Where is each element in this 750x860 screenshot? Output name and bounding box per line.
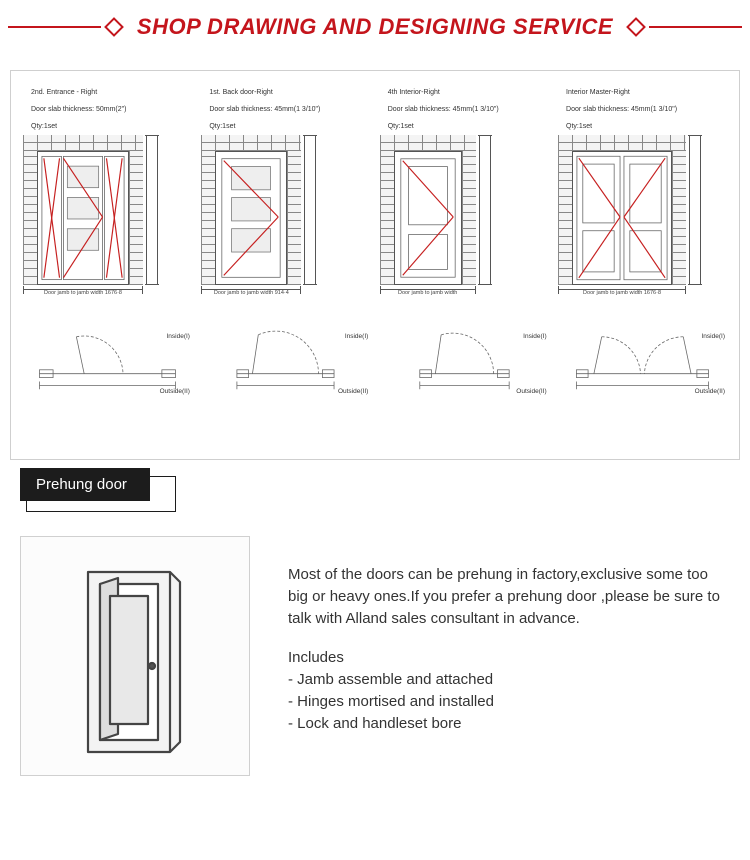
section-tab-label: Prehung door xyxy=(20,468,150,501)
door-sub1: Door slab thickness: 50mm(2") xyxy=(31,106,126,113)
page-header: SHOP DRAWING AND DESIGNING SERVICE xyxy=(0,0,750,50)
door-title: 1st. Back door-Right xyxy=(209,89,272,96)
list-item: Lock and handleset bore xyxy=(288,713,730,735)
list-item: Jamb assemble and attached xyxy=(288,669,730,691)
door-sub1: Door slab thickness: 45mm(1 3/10") xyxy=(209,106,320,113)
door-sub2: Qty:1set xyxy=(388,123,414,130)
door-label: 1st. Back door-Right Door slab thickness… xyxy=(209,81,370,131)
door-plan-1: Inside(I) Outside(II) xyxy=(23,329,192,397)
header-line-left xyxy=(8,26,101,28)
width-dimension: Door jamb to jamb width xyxy=(380,289,476,301)
prehung-section: Most of the doors can be prehung in fact… xyxy=(20,536,730,776)
header-line-right xyxy=(649,26,742,28)
width-dimension: Door jamb to jamb width 1676·8 xyxy=(23,289,143,301)
outside-label: Outside(II) xyxy=(695,388,725,395)
prehung-paragraph: Most of the doors can be prehung in fact… xyxy=(288,564,730,629)
inside-label: Inside(I) xyxy=(166,333,189,340)
door-elevation-1: 2nd. Entrance - Right Door slab thicknes… xyxy=(23,81,192,301)
shop-drawing-frame: 2nd. Entrance - Right Door slab thicknes… xyxy=(10,70,740,460)
inside-label: Inside(I) xyxy=(523,333,546,340)
door-label: Interior Master-Right Door slab thicknes… xyxy=(566,81,727,131)
door-sub2: Qty:1set xyxy=(209,123,235,130)
door-elevation-2: 1st. Back door-Right Door slab thickness… xyxy=(201,81,370,301)
door-title: 4th Interior-Right xyxy=(388,89,440,96)
door-sub2: Qty:1set xyxy=(31,123,57,130)
list-item: Hinges mortised and installed xyxy=(288,691,730,713)
outside-label: Outside(II) xyxy=(516,388,546,395)
width-dimension: Door jamb to jamb width 914·4 xyxy=(201,289,301,301)
door-label: 4th Interior-Right Door slab thickness: … xyxy=(388,81,549,131)
door-elevation-3: 4th Interior-Right Door slab thickness: … xyxy=(380,81,549,301)
includes-list: Jamb assemble and attached Hinges mortis… xyxy=(288,669,730,734)
elevation-row: 2nd. Entrance - Right Door slab thicknes… xyxy=(23,81,727,301)
page-title: SHOP DRAWING AND DESIGNING SERVICE xyxy=(127,14,623,40)
outside-label: Outside(II) xyxy=(160,388,190,395)
width-dimension: Door jamb to jamb width 1676·8 xyxy=(558,289,686,301)
door-plan-4: Inside(I) Outside(II) xyxy=(558,329,727,397)
section-tab: Prehung door xyxy=(20,468,180,514)
door-plan-3: Inside(I) Outside(II) xyxy=(380,329,549,397)
door-sub2: Qty:1set xyxy=(566,123,592,130)
prehung-thumbnail xyxy=(20,536,250,776)
door-title: 2nd. Entrance - Right xyxy=(31,89,97,96)
door-elevation-4: Interior Master-Right Door slab thicknes… xyxy=(558,81,727,301)
door-title: Interior Master-Right xyxy=(566,89,630,96)
door-label: 2nd. Entrance - Right Door slab thicknes… xyxy=(31,81,192,131)
door-plan-2: Inside(I) Outside(II) xyxy=(201,329,370,397)
door-sub1: Door slab thickness: 45mm(1 3/10") xyxy=(388,106,499,113)
includes-heading: Includes xyxy=(288,647,730,669)
prehung-description: Most of the doors can be prehung in fact… xyxy=(288,536,730,776)
diamond-icon xyxy=(626,17,646,37)
door-sub1: Door slab thickness: 45mm(1 3/10") xyxy=(566,106,677,113)
prehung-door-icon xyxy=(60,556,210,756)
diamond-icon xyxy=(104,17,124,37)
plan-row: Inside(I) Outside(II) Inside(I) xyxy=(23,329,727,397)
inside-label: Inside(I) xyxy=(702,333,725,340)
inside-label: Inside(I) xyxy=(345,333,368,340)
outside-label: Outside(II) xyxy=(338,388,368,395)
